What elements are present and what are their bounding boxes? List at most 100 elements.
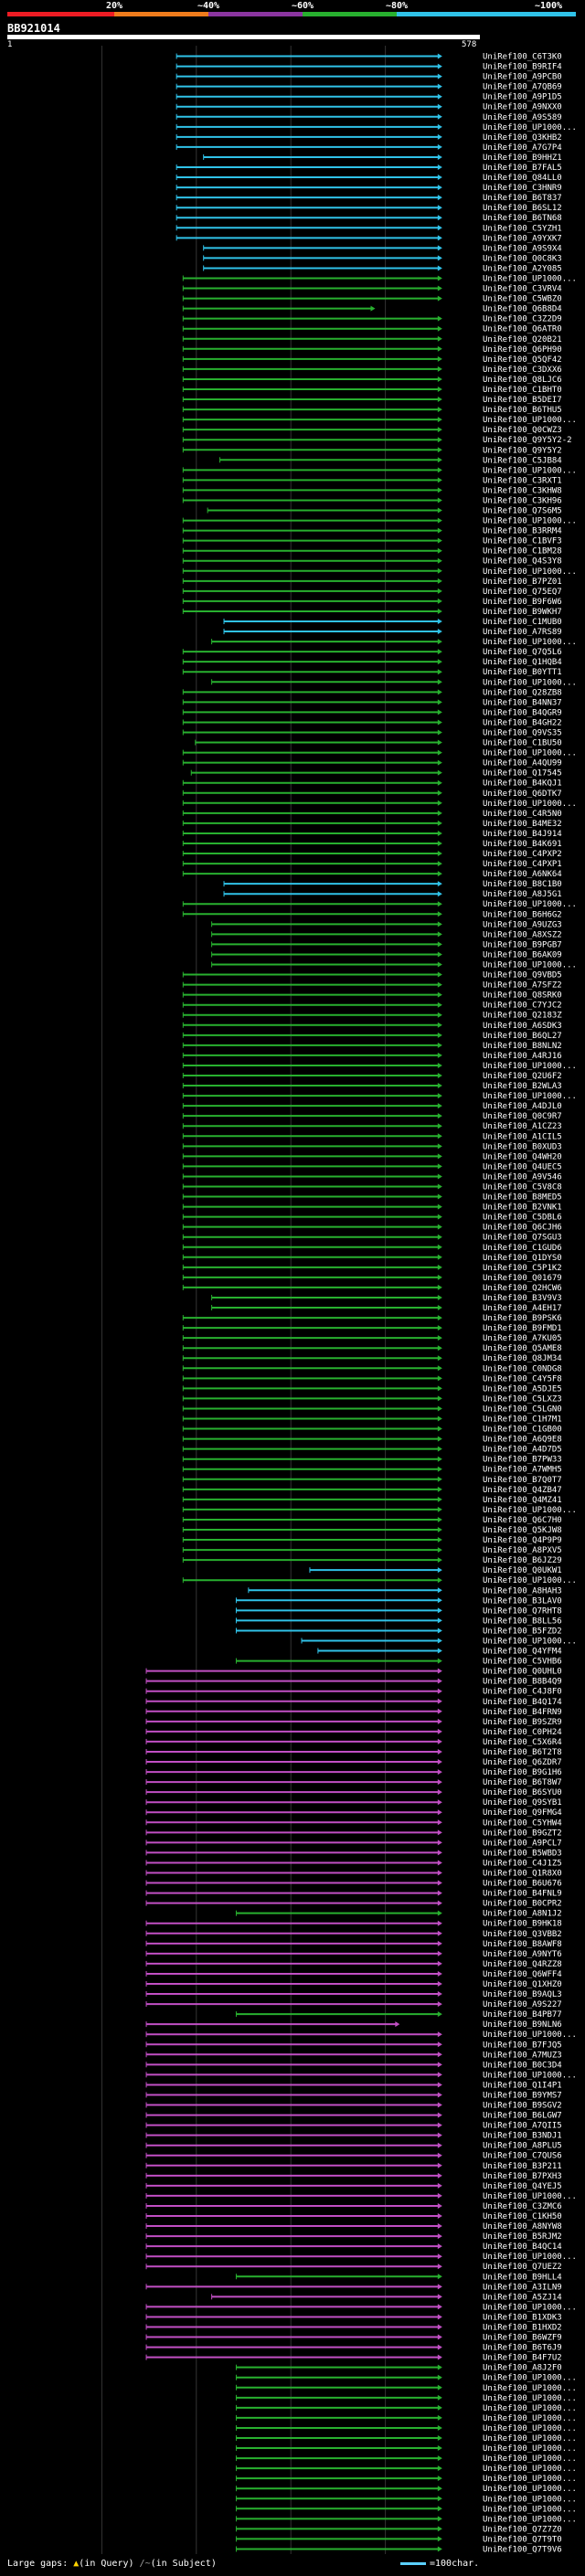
hit-label[interactable]: UniRef100_B9RIF4 [483, 63, 562, 72]
hit-label[interactable]: UniRef100_A7RS89 [483, 628, 562, 637]
hit-label[interactable]: UniRef100_UP1000... [483, 1062, 577, 1071]
hit-label[interactable]: UniRef100_A2Y085 [483, 264, 562, 273]
hit-label[interactable]: UniRef100_B8AWF8 [483, 1940, 562, 1949]
hit-row[interactable]: UniRef100_C4PXP2 [182, 850, 562, 859]
hit-row[interactable]: UniRef100_Q4MZ41 [182, 1496, 562, 1505]
hit-row[interactable]: UniRef100_A9UZG3 [211, 920, 562, 929]
hit-label[interactable]: UniRef100_Q1R8X0 [483, 1870, 562, 1879]
hit-label[interactable]: UniRef100_UP1000... [483, 1637, 577, 1646]
hit-label[interactable]: UniRef100_B7FJQ5 [483, 2041, 562, 2050]
hit-label[interactable]: UniRef100_B5FZD2 [483, 1627, 562, 1636]
hit-label[interactable]: UniRef100_B4KQJ1 [483, 779, 562, 789]
hit-label[interactable]: UniRef100_C5VHB6 [483, 1658, 562, 1667]
hit-row[interactable]: UniRef100_A5ZJ14 [211, 2293, 562, 2302]
hit-label[interactable]: UniRef100_B0C3D4 [483, 2061, 562, 2070]
hit-label[interactable]: UniRef100_B9HK18 [483, 1920, 562, 1929]
hit-label[interactable]: UniRef100_B1HXD2 [483, 2324, 562, 2333]
hit-label[interactable]: UniRef100_UP1000... [483, 2495, 577, 2504]
hit-label[interactable]: UniRef100_Q1HQB4 [483, 658, 562, 667]
hit-label[interactable]: UniRef100_Q7RHT8 [483, 1606, 562, 1616]
hit-row[interactable]: UniRef100_C5P1K2 [182, 1264, 562, 1273]
hit-row[interactable]: UniRef100_C4Y5F8 [182, 1374, 562, 1383]
hit-row[interactable]: UniRef100_A6SDK3 [182, 1022, 562, 1031]
hit-row[interactable]: UniRef100_Q1XHZ0 [145, 1980, 562, 1989]
hit-label[interactable]: UniRef100_B4J914 [483, 830, 562, 839]
hit-row[interactable]: UniRef100_UP1000... [301, 1637, 577, 1646]
hit-row[interactable]: UniRef100_B6THU5 [182, 406, 562, 415]
hit-label[interactable]: UniRef100_B8MED5 [483, 1193, 562, 1203]
hit-row[interactable]: UniRef100_A4QU99 [182, 759, 562, 769]
hit-label[interactable]: UniRef100_C7YJC2 [483, 1002, 562, 1011]
hit-row[interactable]: UniRef100_C5V8C8 [182, 1182, 562, 1192]
hit-label[interactable]: UniRef100_Q2HCW6 [483, 1284, 562, 1293]
hit-label[interactable]: UniRef100_Q6C7H0 [483, 1516, 562, 1525]
hit-row[interactable]: UniRef100_A8J5G1 [223, 890, 562, 899]
hit-label[interactable]: UniRef100_UP1000... [483, 466, 577, 475]
hit-label[interactable]: UniRef100_A7QB69 [483, 83, 562, 92]
hit-row[interactable]: UniRef100_UP1000... [145, 2253, 577, 2262]
hit-row[interactable]: UniRef100_A7G7P4 [176, 143, 562, 153]
hit-label[interactable]: UniRef100_UP1000... [483, 2374, 577, 2383]
hit-label[interactable]: UniRef100_A8NYW8 [483, 2222, 562, 2231]
hit-label[interactable]: UniRef100_Q7SGU3 [483, 1234, 562, 1243]
hit-label[interactable]: UniRef100_Q4RZZ8 [483, 1960, 562, 1969]
hit-row[interactable]: UniRef100_A9S227 [145, 2000, 562, 2009]
hit-row[interactable]: UniRef100_B6U676 [145, 1880, 562, 1889]
hit-label[interactable]: UniRef100_A8XSZ2 [483, 930, 562, 939]
hit-label[interactable]: UniRef100_B4FNL9 [483, 1890, 562, 1899]
hit-row[interactable]: UniRef100_Q7SGU3 [182, 1234, 562, 1243]
hit-label[interactable]: UniRef100_A1CIL5 [483, 1132, 562, 1141]
hit-row[interactable]: UniRef100_A7WMH5 [182, 1466, 562, 1475]
hit-row[interactable]: UniRef100_B5WBD3 [145, 1849, 562, 1858]
hit-row[interactable]: UniRef100_UP1000... [182, 1062, 577, 1071]
hit-label[interactable]: UniRef100_UP1000... [483, 2384, 577, 2393]
hit-row[interactable]: UniRef100_Q8LJC6 [182, 376, 562, 385]
hit-row[interactable]: UniRef100_B7Q0T7 [182, 1476, 562, 1485]
hit-label[interactable]: UniRef100_C1GB00 [483, 1426, 562, 1435]
hit-label[interactable]: UniRef100_B3P211 [483, 2162, 562, 2171]
hit-row[interactable]: UniRef100_Q4S3Y8 [182, 557, 562, 567]
hit-label[interactable]: UniRef100_A9PCB0 [483, 73, 562, 82]
hit-label[interactable]: UniRef100_B8LL56 [483, 1617, 562, 1626]
hit-row[interactable]: UniRef100_B9HHZ1 [203, 154, 562, 163]
hit-label[interactable]: UniRef100_B2VNK1 [483, 1203, 562, 1213]
hit-row[interactable]: UniRef100_Q2HCW6 [182, 1284, 562, 1293]
hit-label[interactable]: UniRef100_B9YMS7 [483, 2091, 562, 2100]
hit-label[interactable]: UniRef100_UP1000... [483, 749, 577, 758]
hit-row[interactable]: UniRef100_C1BVF3 [182, 537, 562, 546]
hit-row[interactable]: UniRef100_Q6ATR0 [182, 325, 562, 334]
hit-row[interactable]: UniRef100_B5FZD2 [235, 1627, 562, 1636]
hit-row[interactable]: UniRef100_B0YTT1 [182, 668, 562, 677]
hit-row[interactable]: UniRef100_A7RS89 [223, 628, 562, 637]
hit-row[interactable]: UniRef100_B7PXH3 [145, 2172, 562, 2181]
hit-label[interactable]: UniRef100_B5RJM2 [483, 2232, 562, 2242]
hit-label[interactable]: UniRef100_A8N1J2 [483, 1910, 562, 1919]
hit-label[interactable]: UniRef100_B4GH22 [483, 718, 562, 727]
hit-row[interactable]: UniRef100_B6JZ29 [182, 1556, 562, 1565]
hit-row[interactable]: UniRef100_C4R5N0 [182, 810, 562, 819]
hit-label[interactable]: UniRef100_C3DXX6 [483, 366, 562, 375]
hit-label[interactable]: UniRef100_B4Q174 [483, 1698, 562, 1707]
hit-row[interactable]: UniRef100_Q3KHB2 [176, 133, 562, 143]
hit-row[interactable]: UniRef100_A8PXV5 [182, 1546, 562, 1555]
hit-row[interactable]: UniRef100_Q6CJH6 [182, 1224, 562, 1233]
hit-label[interactable]: UniRef100_UP1000... [483, 2071, 577, 2080]
hit-label[interactable]: UniRef100_UP1000... [483, 2434, 577, 2443]
hit-row[interactable]: UniRef100_UP1000... [235, 2434, 577, 2443]
hit-label[interactable]: UniRef100_B6T837 [483, 194, 562, 203]
hit-label[interactable]: UniRef100_UP1000... [483, 900, 577, 909]
hit-label[interactable]: UniRef100_B8C1B0 [483, 880, 562, 889]
hit-label[interactable]: UniRef100_C3HNR9 [483, 184, 562, 193]
hit-label[interactable]: UniRef100_Q6WFF4 [483, 1970, 562, 1979]
hit-label[interactable]: UniRef100_A9S589 [483, 113, 562, 122]
hit-label[interactable]: UniRef100_B1XDK3 [483, 2313, 562, 2322]
hit-row[interactable]: UniRef100_C1BU50 [195, 739, 562, 748]
hit-label[interactable]: UniRef100_Q4UEC5 [483, 1162, 562, 1171]
hit-row[interactable]: UniRef100_Q7S6M5 [207, 507, 562, 516]
hit-row[interactable]: UniRef100_B6T2T8 [145, 1748, 562, 1757]
hit-row[interactable]: UniRef100_B9YMS7 [145, 2091, 562, 2100]
hit-row[interactable]: UniRef100_Q7Z7Z0 [235, 2525, 562, 2534]
hit-label[interactable]: UniRef100_Q9SYB1 [483, 1798, 562, 1807]
hit-label[interactable]: UniRef100_C1KH50 [483, 2212, 562, 2221]
hit-row[interactable]: UniRef100_A9S9X4 [203, 244, 562, 253]
